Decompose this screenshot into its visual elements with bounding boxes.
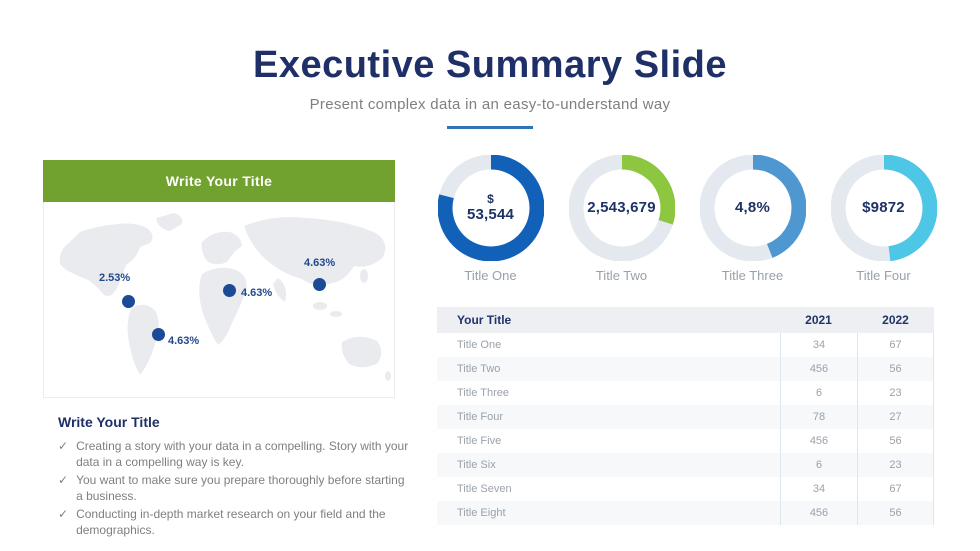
donut-chart-title-three[interactable]: 4,8% Title Three <box>687 155 818 283</box>
map-card-title: Write Your Title <box>165 173 273 189</box>
map-marker-label: 4.63% <box>168 335 200 347</box>
map-card: Write Your Title <box>43 160 395 398</box>
table-row: Title Four 78 27 <box>437 405 934 429</box>
world-map-graphic <box>59 213 391 381</box>
title-underline <box>447 126 533 129</box>
table-header-2022: 2022 <box>882 313 909 327</box>
table-cell-value: 34 <box>780 477 857 501</box>
table-row: Title One 34 67 <box>437 333 934 357</box>
donut-label: Title One <box>464 268 517 283</box>
check-icon: ✓ <box>58 473 69 488</box>
table-cell-value: 78 <box>780 405 857 429</box>
summary-section: Write Your Title ✓ Creating a story with… <box>58 414 413 542</box>
table-row: Title Five 456 56 <box>437 429 934 453</box>
map-marker-label: 2.53% <box>99 272 131 284</box>
table-cell-title: Title Six <box>457 459 496 471</box>
table-cell-value: 456 <box>780 501 857 525</box>
donut-ring: $9872 <box>830 155 937 261</box>
check-icon: ✓ <box>58 507 69 522</box>
slide-title: Executive Summary Slide <box>252 44 728 86</box>
donut-chart-title-four[interactable]: $9872 Title Four <box>818 155 949 283</box>
table-body: Title One 34 67 Title Two 456 56 Title Three 6 2… <box>437 333 934 525</box>
table-row: Title Eight 456 56 <box>437 501 934 525</box>
table-cell-title: Title Three <box>457 387 509 399</box>
table-cell-value: 56 <box>857 429 934 453</box>
table-cell-value: 456 <box>780 357 857 381</box>
table-row: Title Seven 34 67 <box>437 477 934 501</box>
kpi-donuts: $ 53,544 Title One 2,543,679 Title Two <box>425 155 949 283</box>
table-cell-value: 34 <box>780 333 857 357</box>
data-table: Your Title 2021 2022 Title One 34 67 Title … <box>437 307 934 525</box>
donut-ring: $ 53,544 <box>437 155 544 261</box>
map-marker-label: 4.63% <box>241 287 273 299</box>
summary-bullet: ✓ You want to make sure you prepare thor… <box>58 473 413 504</box>
table-cell-value: 6 <box>780 381 857 405</box>
summary-heading: Write Your Title <box>58 414 160 430</box>
donut-chart-title-two[interactable]: 2,543,679 Title Two <box>556 155 687 283</box>
table-cell-title: Title Five <box>457 435 502 447</box>
map-marker-dot <box>152 328 165 341</box>
donut-ring: 4,8% <box>699 155 806 261</box>
donut-value: 2,543,679 <box>587 199 656 217</box>
table-row: Title Six 6 23 <box>437 453 934 477</box>
map-marker-dot <box>122 295 135 308</box>
donut-value: 4,8% <box>735 199 770 217</box>
donut-chart-title-one[interactable]: $ 53,544 Title One <box>425 155 556 283</box>
table-cell-value: 67 <box>857 477 934 501</box>
world-map: 2.53% 4.63% 4.63% 4.63% <box>43 202 395 398</box>
map-marker-label: 4.63% <box>304 257 336 269</box>
table-cell-title: Title Eight <box>457 507 506 519</box>
donut-ring: 2,543,679 <box>568 155 675 261</box>
donut-label: Title Three <box>721 268 784 283</box>
table-cell-value: 456 <box>780 429 857 453</box>
table-cell-value: 23 <box>857 381 934 405</box>
table-cell-value: 56 <box>857 357 934 381</box>
slide-subtitle: Present complex data in an easy-to-under… <box>309 96 671 113</box>
table-cell-value: 67 <box>857 333 934 357</box>
donut-value: $ 53,544 <box>466 191 515 223</box>
donut-label: Title Four <box>856 268 911 283</box>
slide-header: Executive Summary Slide Present complex … <box>0 0 980 129</box>
check-icon: ✓ <box>58 439 69 453</box>
table-cell-value: 56 <box>857 501 934 525</box>
table-header-row: Your Title 2021 2022 <box>437 307 934 333</box>
table-row: Title Three 6 23 <box>437 381 934 405</box>
map-marker-dot <box>313 278 326 291</box>
summary-bullet: ✓ Conducting in-depth market research on… <box>58 507 413 538</box>
table-cell-value: 27 <box>857 405 934 429</box>
table-cell-title: Title Seven <box>457 483 512 495</box>
summary-bullet-text: You want to make sure you prepare thorou… <box>76 473 405 503</box>
table-header-title: Your Title <box>457 313 512 327</box>
table-row: Title Two 456 56 <box>437 357 934 381</box>
summary-bullet-list: ✓ Creating a story with your data in a c… <box>58 439 413 539</box>
map-card-header: Write Your Title <box>43 160 395 202</box>
summary-bullet: ✓ Creating a story with your data in a c… <box>58 439 413 470</box>
table-cell-title: Title One <box>457 339 502 351</box>
table-cell-value: 6 <box>780 453 857 477</box>
summary-bullet-text: Conducting in-depth market research on y… <box>76 507 386 537</box>
summary-bullet-text: Creating a story with your data in a com… <box>76 439 409 469</box>
table-header-2021: 2021 <box>805 313 832 327</box>
table-cell-title: Title Two <box>457 363 501 375</box>
table-cell-title: Title Four <box>457 411 504 423</box>
donut-label: Title Two <box>595 268 648 283</box>
table-cell-value: 23 <box>857 453 934 477</box>
map-marker-dot <box>223 284 236 297</box>
donut-value: $9872 <box>862 199 905 217</box>
